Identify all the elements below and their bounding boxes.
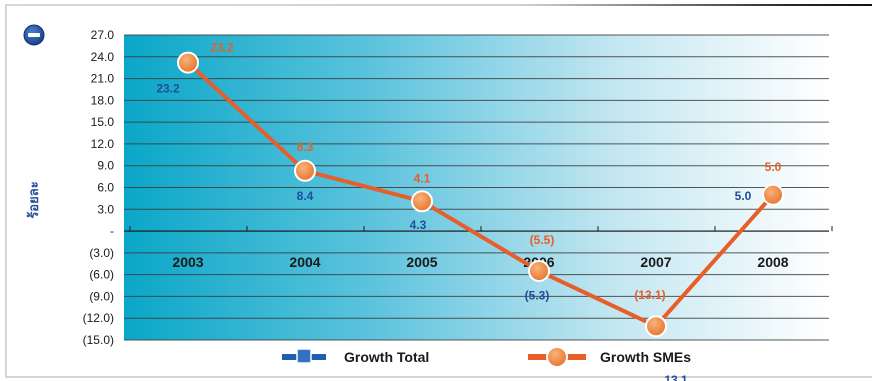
series-markers <box>177 51 784 338</box>
x-tick-label: 2007 <box>640 254 671 270</box>
gridlines <box>124 34 829 341</box>
data-point-smes <box>762 183 784 206</box>
legend-marker-smes <box>546 346 568 368</box>
y-tick-label: (9.0) <box>89 289 114 303</box>
x-tick-label: 2003 <box>172 254 203 270</box>
legend-item-growth-smes: Growth SMEs <box>528 346 691 368</box>
series-lines <box>186 61 775 329</box>
legend-label-total: Growth Total <box>344 349 429 365</box>
y-tick-label: 12.0 <box>91 137 115 151</box>
y-tick-label: 15.0 <box>91 115 115 129</box>
data-label-smes: 23.2 <box>210 41 234 55</box>
y-tick-label: - <box>110 224 114 238</box>
data-label-smes: (5.5) <box>530 233 555 247</box>
x-axis <box>124 226 833 232</box>
frame-bottom-edge <box>5 376 872 378</box>
y-tick-label: 24.0 <box>91 50 115 64</box>
x-axis-ticks: 200320042005200620072008 <box>172 254 788 270</box>
data-label-smes: 4.1 <box>414 171 431 185</box>
y-tick-label: (3.0) <box>89 246 114 260</box>
data-point-smes <box>294 159 316 182</box>
y-tick-label: 21.0 <box>91 72 115 86</box>
x-tick-label: 2005 <box>406 254 437 270</box>
data-label-smes: 5.0 <box>765 160 782 174</box>
data-labels: 23.2 8.4 4.3 (5.3) 13.1 5.0 23.2 8.3 4.1 (5.5) (13… <box>156 41 781 381</box>
y-tick-label: 18.0 <box>91 93 115 107</box>
y-tick-label: 9.0 <box>97 159 114 173</box>
data-label-total: 8.4 <box>297 189 314 203</box>
data-label-smes: 8.3 <box>297 140 314 154</box>
y-axis-title: ร้อยละ <box>26 181 42 218</box>
data-label-total: 4.3 <box>410 218 427 232</box>
legend-label-smes: Growth SMEs <box>600 349 691 365</box>
x-tick-label: 2008 <box>757 254 788 270</box>
minus-circle-icon[interactable] <box>23 24 45 46</box>
legend-item-growth-total: Growth Total <box>282 348 429 365</box>
frame-left-edge <box>5 6 7 378</box>
y-tick-label: 6.0 <box>97 181 114 195</box>
data-point-smes <box>645 315 667 338</box>
frame-top-edge <box>5 4 872 6</box>
x-tick-label: 2004 <box>289 254 320 270</box>
y-tick-label: (6.0) <box>89 268 114 282</box>
data-label-total: 5.0 <box>735 189 752 203</box>
data-label-smes: (13.1) <box>634 288 665 302</box>
series-line-smes <box>186 61 775 329</box>
y-tick-label: (15.0) <box>83 333 114 347</box>
y-tick-label: 3.0 <box>97 202 114 216</box>
legend: Growth Total Growth SMEs <box>282 346 691 368</box>
y-tick-label: 27.0 <box>91 28 115 42</box>
legend-marker-total <box>296 348 312 364</box>
y-tick-label: (12.0) <box>83 311 114 325</box>
data-point-smes <box>411 190 433 213</box>
data-label-total: 13.1 <box>664 373 688 381</box>
y-axis-ticks: 27.0 24.0 21.0 18.0 15.0 12.0 9.0 6.0 3.0 - (3.0) (… <box>83 28 115 347</box>
data-label-total: 23.2 <box>156 82 180 96</box>
data-label-total: (5.3) <box>525 289 550 303</box>
data-point-smes <box>528 260 550 283</box>
data-point-smes <box>177 51 199 74</box>
